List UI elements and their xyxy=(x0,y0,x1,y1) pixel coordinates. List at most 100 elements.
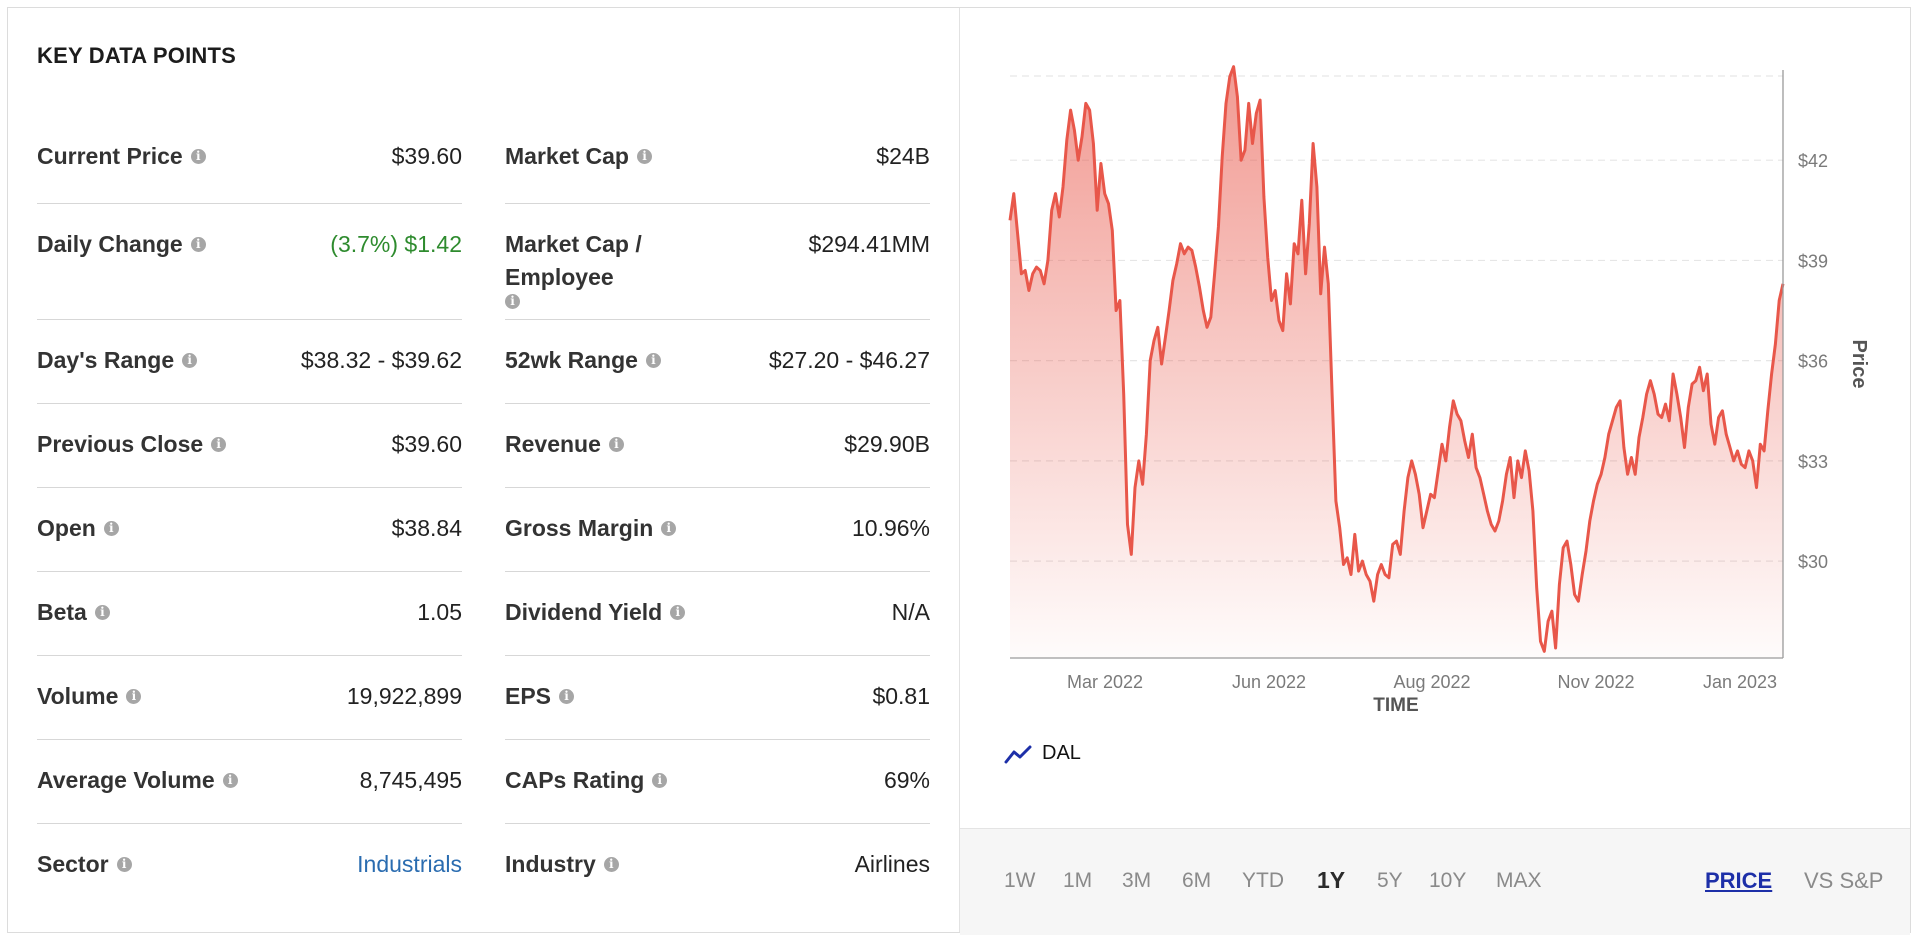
info-icon[interactable]: i xyxy=(222,773,238,788)
key-data-card: KEY DATA POINTS Current Price i $39.60 Dail… xyxy=(7,7,1911,935)
data-label: Industry i xyxy=(505,848,619,881)
data-label-text: Market Cap xyxy=(505,143,629,169)
data-label: Open i xyxy=(37,512,119,545)
data-row-market-cap-employee: Market Cap / Employee i $294.41MM xyxy=(505,204,930,320)
key-data-right-column: Market Cap i $24B Market Cap / Employee i $29… xyxy=(505,120,930,908)
x-tick-label: Jun 2022 xyxy=(1232,672,1306,692)
info-icon[interactable]: i xyxy=(559,689,575,704)
y-tick-label: $36 xyxy=(1798,352,1828,372)
price-chart[interactable]: $42 $39 $36 $33 $30 Mar 2022 Jun 2022 Aug 2022 N… xyxy=(960,8,1910,828)
data-label-text: Previous Close xyxy=(37,431,204,457)
range-ytd-button[interactable]: YTD xyxy=(1242,869,1284,892)
data-row-market-cap: Market Cap i $24B xyxy=(505,120,930,204)
data-label-text: Average Volume xyxy=(37,767,215,793)
data-label: Sector i xyxy=(37,848,132,881)
data-row-beta: Beta i 1.05 xyxy=(37,572,462,656)
x-tick-label: Jan 2023 xyxy=(1703,672,1777,692)
info-icon[interactable]: i xyxy=(182,353,198,368)
range-5y-button[interactable]: 5Y xyxy=(1377,869,1403,892)
data-value: 1.05 xyxy=(417,599,462,625)
data-value: $27.20 - $46.27 xyxy=(768,347,930,373)
info-icon[interactable]: i xyxy=(126,689,142,704)
chart-area-layer xyxy=(1008,65,1785,658)
data-row-industry: Industry i Airlines xyxy=(505,824,930,908)
data-value: $24B xyxy=(876,143,930,169)
chart-panel: $42 $39 $36 $33 $30 Mar 2022 Jun 2022 Aug 2022 N… xyxy=(960,8,1910,935)
data-value: 8,745,495 xyxy=(359,767,462,793)
data-label: Dividend Yield i xyxy=(505,596,686,629)
info-icon[interactable]: i xyxy=(103,521,119,536)
info-icon[interactable]: i xyxy=(603,857,619,872)
info-icon[interactable]: i xyxy=(190,237,206,252)
x-tick-label: Nov 2022 xyxy=(1557,672,1634,692)
data-row-revenue: Revenue i $29.90B xyxy=(505,404,930,488)
data-row-caps-rating: CAPs Rating i 69% xyxy=(505,740,930,824)
data-row-average-volume: Average Volume i 8,745,495 xyxy=(37,740,462,824)
key-data-panel: KEY DATA POINTS Current Price i $39.60 Dail… xyxy=(8,8,959,932)
price-mode-button[interactable]: PRICE xyxy=(1705,868,1773,893)
range-10y-button[interactable]: 10Y xyxy=(1429,869,1467,892)
data-value: 19,922,899 xyxy=(346,683,462,709)
x-axis-title: TIME xyxy=(1373,695,1418,716)
data-row-previous-close: Previous Close i $39.60 xyxy=(37,404,462,488)
data-value: (3.7%) $1.42 xyxy=(330,231,462,257)
info-icon[interactable]: i xyxy=(645,353,661,368)
data-value: $38.32 - $39.62 xyxy=(300,347,462,373)
range-max-button[interactable]: MAX xyxy=(1496,869,1542,892)
data-value: 10.96% xyxy=(851,515,930,541)
info-icon[interactable]: i xyxy=(94,605,110,620)
info-icon[interactable]: i xyxy=(636,149,652,164)
data-label: 52wk Range i xyxy=(505,344,661,377)
sector-link[interactable]: Industrials xyxy=(357,851,462,877)
price-line xyxy=(1008,65,1785,653)
data-value: $38.84 xyxy=(391,515,462,541)
data-label-text: CAPs Rating xyxy=(505,767,645,793)
data-label-text: Market Cap / Employee xyxy=(505,231,642,290)
range-1m-button[interactable]: 1M xyxy=(1063,869,1093,892)
key-data-left-column: Current Price i $39.60 Daily Change i (3.7%) … xyxy=(37,120,462,908)
data-label: Daily Change i xyxy=(37,228,206,261)
info-icon[interactable]: i xyxy=(190,149,206,164)
y-tick-label: $39 xyxy=(1798,251,1828,271)
panel-divider xyxy=(959,8,960,932)
chart-legend[interactable]: DAL xyxy=(1004,742,1081,765)
data-value: Airlines xyxy=(854,851,930,877)
data-label-text: Day's Range xyxy=(37,347,175,373)
price-area xyxy=(1010,66,1783,658)
line-chart-icon xyxy=(1004,745,1032,763)
info-icon[interactable]: i xyxy=(661,521,677,536)
data-label: Revenue i xyxy=(505,428,624,461)
data-value: $294.41MM xyxy=(808,231,930,257)
data-value: $0.81 xyxy=(872,683,930,709)
x-tick-label: Mar 2022 xyxy=(1067,672,1143,692)
data-value: $39.60 xyxy=(391,143,462,169)
range-6m-button[interactable]: 6M xyxy=(1182,869,1212,892)
range-1y-button[interactable]: 1Y xyxy=(1317,867,1346,893)
data-label: Beta i xyxy=(37,596,110,629)
info-icon[interactable]: i xyxy=(670,605,686,620)
y-tick-label: $33 xyxy=(1798,452,1828,472)
data-row-eps: EPS i $0.81 xyxy=(505,656,930,740)
range-3m-button[interactable]: 3M xyxy=(1122,869,1152,892)
vs-sp-mode-button[interactable]: VS S&P xyxy=(1804,868,1884,893)
range-1w-button[interactable]: 1W xyxy=(1004,869,1036,892)
chart-labels: $42 $39 $36 $33 $30 Mar 2022 Jun 2022 Aug 2022 N… xyxy=(1067,151,1870,716)
data-label: Market Cap i xyxy=(505,140,652,173)
data-row-daily-change: Daily Change i (3.7%) $1.42 xyxy=(37,204,462,320)
data-label-text: Sector xyxy=(37,851,109,877)
panel-title: KEY DATA POINTS xyxy=(37,43,236,68)
data-label-text: Current Price xyxy=(37,143,183,169)
info-icon[interactable]: i xyxy=(505,294,520,309)
info-icon[interactable]: i xyxy=(652,773,668,788)
x-tick-label: Aug 2022 xyxy=(1393,672,1470,692)
data-row-sector: Sector i Industrials xyxy=(37,824,462,908)
data-label: Day's Range i xyxy=(37,344,198,377)
info-icon[interactable]: i xyxy=(608,437,624,452)
data-row-gross-margin: Gross Margin i 10.96% xyxy=(505,488,930,572)
info-icon[interactable]: i xyxy=(116,857,132,872)
data-label: Average Volume i xyxy=(37,764,238,797)
data-label-text: Revenue xyxy=(505,431,601,457)
data-label-text: Dividend Yield xyxy=(505,599,663,625)
info-icon[interactable]: i xyxy=(211,437,227,452)
data-label-text: Beta xyxy=(37,599,87,625)
